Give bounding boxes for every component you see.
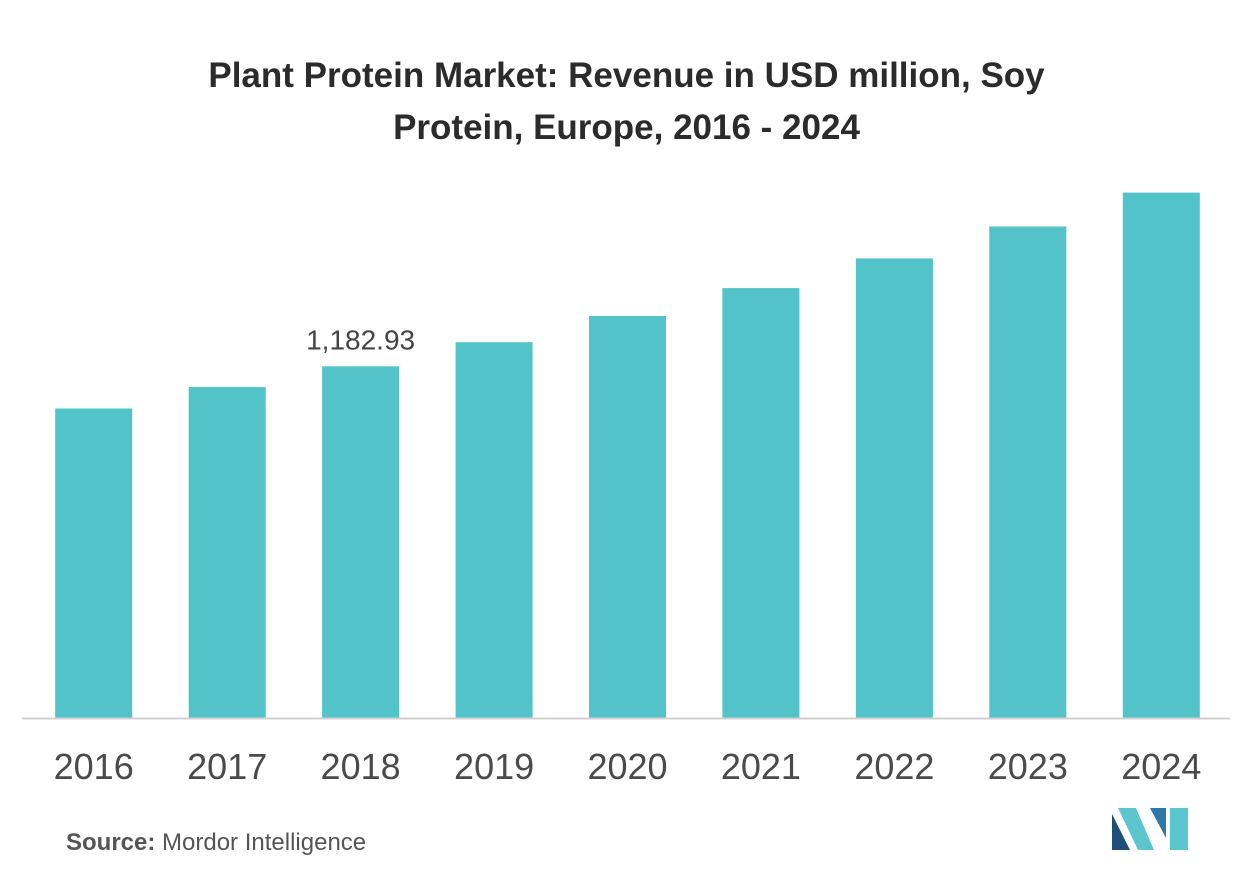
data-label-2018: 1,182.93: [306, 324, 415, 355]
x-tick-label-2024: 2024: [1121, 746, 1201, 787]
chart-title-line-1: Plant Protein Market: Revenue in USD mil…: [208, 56, 1045, 95]
bar-2021: [722, 288, 800, 718]
mordor-intelligence-logo-icon: [1112, 808, 1188, 850]
chart-title: Plant Protein Market: Revenue in USD mil…: [0, 50, 1253, 154]
x-tick-label-2023: 2023: [988, 746, 1068, 787]
bar-2022: [855, 258, 933, 718]
x-tick-label-2018: 2018: [321, 746, 401, 787]
bar-2020: [589, 316, 666, 718]
source-text: Mordor Intelligence: [155, 829, 367, 856]
x-tick-label-2020: 2020: [587, 746, 667, 787]
bar-chart: 2016 2017 2018 2019 2020 2021 2022 2023 2024 1,1…: [22, 192, 1230, 787]
bar-2019: [455, 342, 533, 718]
x-tick-label-2021: 2021: [721, 746, 801, 787]
source-note: Source: Mordor Intelligence: [66, 829, 366, 857]
bars-group: [55, 192, 1200, 719]
bar-2024: [1122, 192, 1200, 719]
x-tick-labels: 2016 2017 2018 2019 2020 2021 2022 2023 2024: [54, 746, 1202, 787]
x-tick-label-2016: 2016: [54, 746, 134, 787]
source-label: Source:: [66, 829, 156, 856]
bar-2017: [188, 387, 266, 718]
x-tick-label-2017: 2017: [187, 746, 267, 787]
bar-2016: [55, 408, 133, 718]
chart-title-line-2: Protein, Europe, 2016 - 2024: [393, 108, 860, 147]
bar-2018: [322, 366, 400, 718]
x-tick-label-2022: 2022: [854, 746, 934, 787]
bar-2023: [989, 226, 1067, 718]
data-labels: 1,182.93: [306, 324, 415, 355]
x-tick-label-2019: 2019: [454, 746, 534, 787]
